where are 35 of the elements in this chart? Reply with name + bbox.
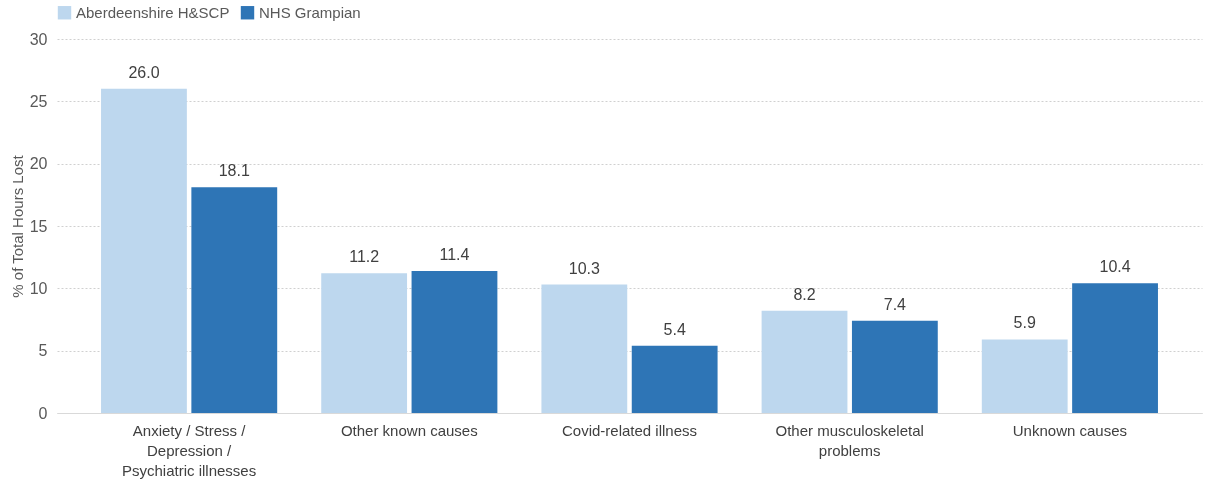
y-tick-label: 0 [38, 404, 48, 422]
x-tick-label: Covid-related illness [561, 421, 698, 439]
bar [321, 273, 408, 413]
bar [411, 270, 498, 413]
y-tick-label: 15 [29, 217, 48, 235]
legend-label: Aberdeenshire H&SCP [76, 3, 230, 21]
data-label: 11.4 [439, 245, 470, 263]
data-label: 8.2 [793, 285, 816, 303]
y-tick-label: 30 [29, 30, 48, 48]
bar [191, 187, 278, 413]
bar [1072, 283, 1158, 413]
data-label: 10.3 [568, 259, 600, 277]
data-label: 18.1 [218, 162, 250, 180]
data-label: 5.4 [663, 320, 686, 338]
data-label: 7.4 [883, 295, 907, 313]
bar [851, 320, 938, 413]
bar [101, 88, 187, 413]
y-tick-label: 10 [29, 279, 48, 297]
y-axis-title: % of Total Hours Lost [8, 154, 26, 298]
bar [541, 284, 628, 413]
x-tick-label: Anxiety / Stress / Depression / Psychiatric illnesses [122, 421, 257, 479]
data-label: 11.2 [349, 248, 380, 266]
y-tick-label: 20 [29, 155, 48, 173]
y-tick-label: 5 [38, 342, 48, 360]
x-tick-label: Other known causes [340, 421, 478, 439]
bar [761, 310, 848, 413]
bar [981, 339, 1068, 413]
legend-label: NHS Grampian [259, 3, 361, 21]
x-tick-label: Unknown causes [1012, 421, 1127, 439]
bar [631, 345, 718, 413]
data-label: 10.4 [1099, 258, 1131, 276]
data-label: 26.0 [128, 63, 160, 81]
y-tick-label: 25 [29, 92, 48, 110]
x-tick-label: Other musculoskeletal problems [775, 421, 924, 459]
data-label: 5.9 [1013, 314, 1036, 332]
